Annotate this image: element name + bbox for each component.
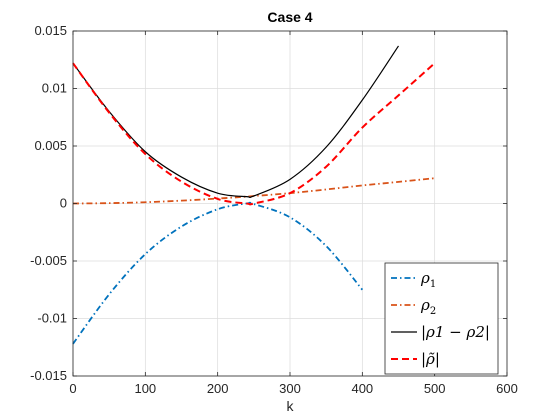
y-tick-label: 0.015 (34, 23, 67, 38)
series-line-4 (72, 62, 436, 206)
plot-series (72, 45, 436, 345)
axis-ticks: 0 100 200 300 400 500 600 -0.015 -0.01 -0.005 0 0.0… (30, 23, 518, 396)
legend-box (384, 262, 499, 375)
x-tick-label: 200 (207, 381, 229, 396)
y-tick-label: 0.005 (34, 138, 67, 153)
x-axis-label: k (287, 398, 295, 414)
y-tick-label: -0.01 (37, 311, 67, 326)
y-tick-label: -0.005 (30, 253, 67, 268)
y-tick-label: 0 (60, 196, 67, 211)
series-line-2 (72, 177, 435, 205)
x-tick-label: 500 (424, 381, 446, 396)
y-tick-label: 0.01 (42, 81, 67, 96)
x-tick-label: 300 (279, 381, 301, 396)
legend-label-3: |ρ1 − ρ2| (421, 323, 490, 341)
series-line-3 (72, 45, 399, 199)
x-tick-label: 600 (496, 381, 518, 396)
x-tick-label: 0 (69, 381, 76, 396)
series-line-1 (72, 201, 364, 345)
x-tick-label: 100 (134, 381, 156, 396)
chart-title: Case 4 (267, 9, 312, 25)
y-tick-label: -0.015 (30, 368, 67, 383)
x-tick-label: 400 (351, 381, 373, 396)
legend-label-4: |ρ̃| (421, 350, 440, 368)
